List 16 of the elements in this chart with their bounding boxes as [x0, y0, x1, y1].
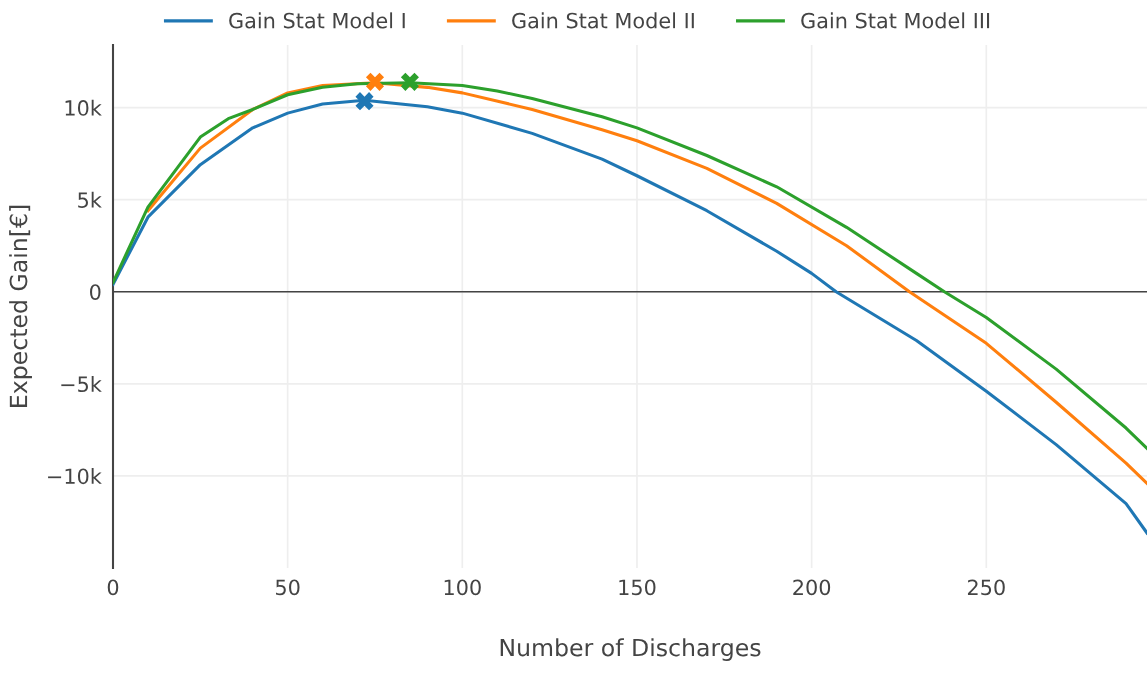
x-tick-label: 100: [444, 579, 481, 596]
y-axis-title: Expected Gain[€]: [9, 205, 32, 407]
legend-label: Gain Stat Model III: [801, 12, 990, 29]
x-tick-label: 200: [793, 579, 831, 596]
x-tick-label: 0: [107, 579, 119, 596]
x-tick-label: 50: [276, 579, 300, 596]
legend-label: Gain Stat Model I: [229, 12, 405, 29]
legend-label: Gain Stat Model II: [512, 12, 694, 29]
y-tick-label: −10k: [48, 468, 102, 485]
y-tick-label: −5k: [61, 375, 102, 393]
x-axis-title: Number of Discharges: [500, 638, 761, 662]
y-tick-label: 0: [90, 284, 101, 300]
x-tick-label: 250: [967, 579, 1005, 596]
y-tick-label: 10k: [65, 99, 102, 116]
y-tick-label: 5k: [78, 191, 102, 208]
x-tick-label: 150: [619, 579, 656, 596]
